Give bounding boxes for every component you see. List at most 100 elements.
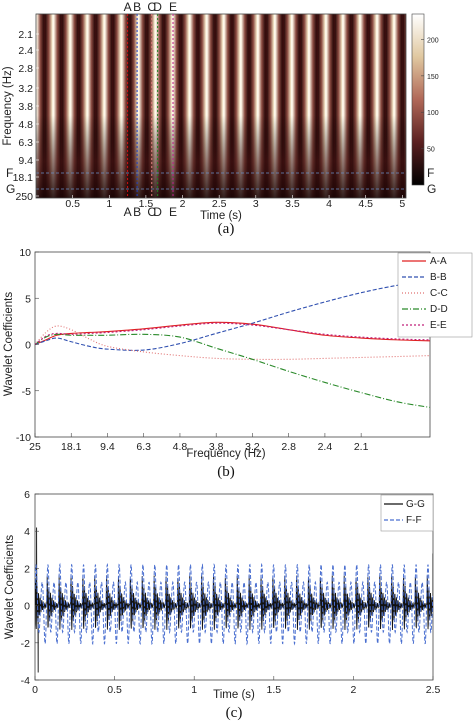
vertical-cut-label-top-b: B — [133, 0, 141, 14]
legend-label-f-f: F-F — [406, 515, 422, 526]
panel-b-frequency-cuts: -10 -5 0 5 10 25 18.1 9.4 6.3 4.8 3.8 3.2 2.8 2.4 2.1… — [3, 247, 473, 460]
legend-label-g-g: G-G — [406, 499, 425, 510]
panel-b-x-tick-label: 2.8 — [281, 441, 296, 453]
series-line-e-e — [35, 322, 430, 345]
panel-b-y-tick-label: -10 — [16, 432, 31, 444]
horizontal-cut-label-f: F — [6, 166, 13, 180]
panel-c-y-ticks: -4 -2 0 2 4 6 — [21, 489, 39, 687]
panel-c-series — [35, 527, 433, 673]
panel-a-y-tick-label: 3.2 — [18, 83, 33, 95]
panel-a-y-tick-label: 2.1 — [18, 29, 33, 41]
vertical-cut-label-bottom-d: D — [153, 205, 162, 219]
series-line-b-b — [35, 280, 430, 351]
panel-c-y-tick-label: 0 — [24, 601, 30, 613]
panel-b-x-tick-label: 9.4 — [100, 441, 115, 453]
panel-b-x-tick-label: 25 — [29, 441, 41, 453]
colorbar-tick-label: 150 — [427, 74, 439, 81]
vertical-cut-label-bottom-e: E — [169, 205, 177, 219]
colorbar-tick-label: 200 — [427, 37, 439, 44]
panel-b-x-ticks: 25 18.1 9.4 6.3 4.8 3.8 3.2 2.8 2.4 2.1 — [29, 433, 369, 453]
legend-label-c-c: C-C — [430, 288, 448, 299]
vertical-cut-label-top-a: A — [124, 0, 132, 14]
panel-c-x-tick-label: 0 — [32, 684, 38, 696]
panel-c-x-tick-label: 1 — [191, 684, 197, 696]
panel-a-y-tick-label: 250 — [15, 191, 33, 203]
heatmap-low-scale-shading — [36, 14, 406, 198]
panel-a-x-ticks: 0.5 1 1.5 2 2.5 3 3.5 4 4.5 5 — [65, 195, 405, 210]
panel-a-x-tick-label: 2.5 — [212, 198, 227, 210]
vertical-cut-label-bottom-a: A — [124, 205, 132, 219]
legend-box — [397, 252, 473, 338]
panel-c-x-ticks: 0 0.5 1 1.5 2 2.5 — [32, 676, 440, 696]
panel-a-x-tick-label: 4 — [326, 198, 332, 210]
colorbar-ticks: 200 150 100 50 — [421, 37, 439, 154]
vertical-cut-label-top-c: C — [147, 0, 156, 14]
panel-a-x-tick-label: 4.5 — [358, 198, 373, 210]
legend-label-b-b: B-B — [430, 272, 447, 283]
panel-b-x-tick-label: 2.4 — [318, 441, 333, 453]
panel-a-y-ticks: 2.1 2.4 2.8 3.2 3.8 4.8 6.3 9.4 18.1 250 — [13, 29, 39, 203]
panel-c-x-tick-label: 0.5 — [107, 684, 122, 696]
series-line-c-c — [35, 325, 430, 360]
panel-b-series — [35, 280, 430, 408]
panel-a-y-tick-label: 6.3 — [18, 137, 33, 149]
caption-b: (b) — [217, 464, 235, 480]
panel-a-y-tick-label: 18.1 — [13, 172, 34, 184]
colorbar-tick-label: 100 — [427, 110, 439, 117]
panel-a-x-tick-label: 3 — [253, 198, 259, 210]
caption-a: (a) — [218, 221, 235, 237]
scalogram-heatmap — [36, 14, 406, 198]
panel-a-y-tick-label: 3.8 — [18, 101, 33, 113]
panel-c-x-tick-label: 2.5 — [426, 684, 441, 696]
panel-b-y-tick-label: 5 — [25, 293, 31, 305]
vertical-cut-label-bottom-b: B — [133, 205, 141, 219]
panel-b-y-tick-label: 0 — [25, 340, 31, 352]
panel-a-y-tick-label: 2.4 — [18, 45, 33, 57]
panel-c-legend: G-G F-F — [380, 494, 434, 532]
panel-b-y-label: Wavelet Coefficients — [3, 292, 15, 396]
horizontal-cut-label-right-g: G — [427, 182, 436, 196]
panel-b-x-tick-label: 6.3 — [136, 441, 151, 453]
panel-a-x-tick-label: 0.5 — [65, 198, 80, 210]
panel-b-frame — [34, 251, 431, 438]
panel-c-y-label: Wavelet Coefficients — [4, 535, 16, 639]
panel-c-y-tick-label: -4 — [21, 675, 30, 687]
panel-b-x-label: Frequency (Hz) — [186, 448, 265, 460]
panel-b-legend: A-A B-B C-C D-D E-E — [397, 252, 473, 338]
panel-a-x-tick-label: 2 — [180, 198, 186, 210]
panel-a-y-label: Frequency (Hz) — [2, 66, 14, 145]
panel-a-x-tick-label: 3.5 — [285, 198, 300, 210]
vertical-cut-label-top-d: D — [153, 0, 162, 14]
panel-c-time-cuts: -4 -2 0 2 4 6 0 0.5 1 1.5 2 2.5 Time (s) Wavelet C… — [4, 489, 440, 701]
panel-c-y-tick-label: -2 — [21, 638, 30, 650]
panel-c-y-tick-label: 4 — [24, 526, 30, 538]
panel-c-x-label: Time (s) — [213, 689, 255, 701]
horizontal-cut-label-right-f: F — [427, 166, 434, 180]
vertical-cut-label-top-e: E — [169, 0, 177, 14]
panel-b-y-tick-label: 10 — [19, 247, 31, 259]
panel-a-y-tick-label: 2.8 — [18, 63, 33, 75]
legend-label-d-d: D-D — [430, 304, 448, 315]
panel-a-x-label: Time (s) — [200, 210, 242, 222]
legend-label-a-a: A-A — [430, 256, 447, 267]
colorbar — [411, 13, 425, 186]
panel-a-x-tick-label: 1 — [106, 198, 112, 210]
panel-c-x-tick-label: 2 — [350, 684, 356, 696]
panel-b-x-tick-label: 3.8 — [209, 441, 224, 453]
panel-b-x-tick-label: 4.8 — [173, 441, 188, 453]
panel-a-x-tick-label: 5 — [399, 198, 405, 210]
panel-b-x-tick-label: 18.1 — [61, 441, 82, 453]
panel-c-y-tick-label: 6 — [24, 489, 30, 501]
panel-a-y-tick-label: 4.8 — [18, 119, 33, 131]
panel-b-x-tick-label: 3.2 — [245, 441, 260, 453]
series-line-a-a — [35, 321, 430, 346]
panel-c-y-tick-label: 2 — [24, 563, 30, 575]
legend-box — [380, 494, 434, 532]
panel-b-y-tick-label: -5 — [22, 386, 31, 398]
caption-c: (c) — [226, 705, 243, 721]
legend-label-e-e: E-E — [430, 320, 447, 331]
panel-a-y-tick-label: 9.4 — [18, 155, 33, 167]
